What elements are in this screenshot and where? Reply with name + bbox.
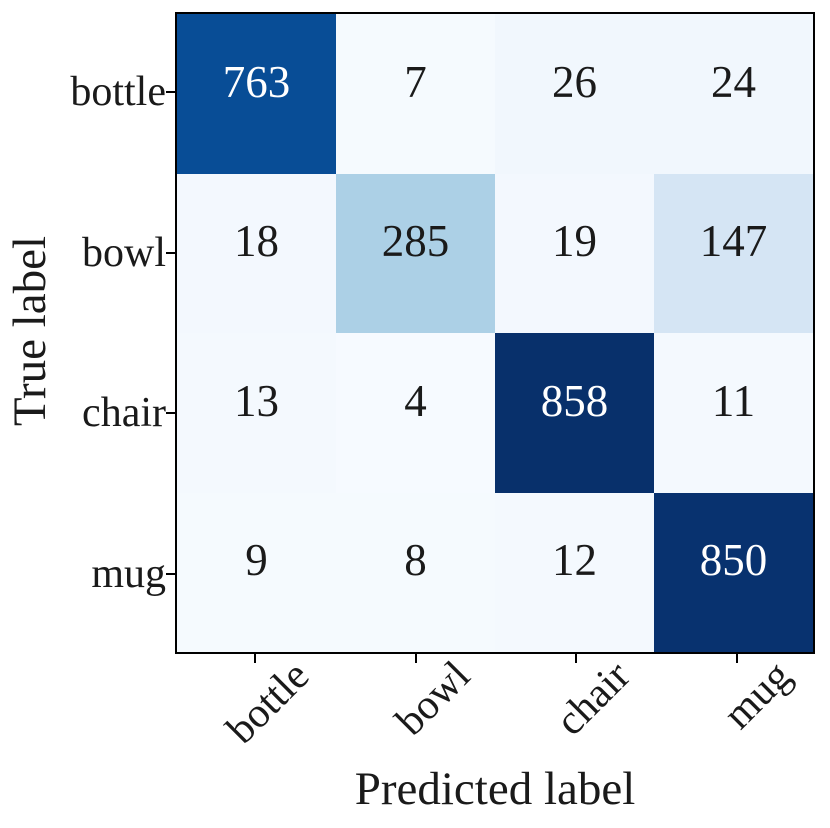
heatmap-cell: 24 <box>654 14 813 174</box>
cell-value: 858 <box>540 375 609 426</box>
y-tick-label: bottle <box>70 69 166 116</box>
heatmap-cell: 13 <box>177 333 336 493</box>
cell-value: 11 <box>711 375 756 426</box>
cell-value: 13 <box>234 375 279 426</box>
y-tick-label: mug <box>91 550 166 597</box>
cell-value: 147 <box>699 216 768 267</box>
cell-value: 26 <box>552 56 597 107</box>
heatmap-cell: 147 <box>654 173 813 333</box>
cell-value: 19 <box>552 216 597 267</box>
heatmap-grid: 763 7 26 24 18 285 19 147 13 4 858 11 9 8 12 850 <box>175 12 815 654</box>
heatmap-cell: 19 <box>495 173 654 333</box>
x-tick-mark <box>735 654 738 663</box>
x-axis-title: Predicted label <box>354 763 636 815</box>
cell-value: 285 <box>381 216 450 267</box>
x-tick-mark <box>575 654 578 663</box>
x-tick-label: bottle <box>218 652 319 753</box>
y-tick-mark <box>166 572 175 575</box>
heatmap-cell: 9 <box>177 492 336 652</box>
cell-value: 850 <box>699 535 768 586</box>
heatmap-cell: 285 <box>336 173 495 333</box>
cell-value: 8 <box>404 535 427 586</box>
heatmap-cell: 18 <box>177 173 336 333</box>
y-tick-mark <box>166 91 175 94</box>
cell-value: 12 <box>552 535 597 586</box>
heatmap-cell: 26 <box>495 14 654 174</box>
y-tick-mark <box>166 412 175 415</box>
heatmap-cell: 763 <box>177 14 336 174</box>
y-axis-title: True label <box>4 235 56 427</box>
cell-value: 7 <box>404 56 427 107</box>
cell-value: 18 <box>234 216 279 267</box>
y-tick-mark <box>166 251 175 254</box>
heatmap-cell: 850 <box>654 492 813 652</box>
heatmap-cell: 858 <box>495 333 654 493</box>
cell-value: 4 <box>404 375 427 426</box>
heatmap-cell: 4 <box>336 333 495 493</box>
heatmap-cell: 7 <box>336 14 495 174</box>
y-tick-label: chair <box>82 390 166 437</box>
heatmap-cell: 8 <box>336 492 495 652</box>
cell-value: 763 <box>222 56 291 107</box>
heatmap-cell: 12 <box>495 492 654 652</box>
x-tick-mark <box>414 654 417 663</box>
y-tick-label: bowl <box>82 229 166 276</box>
cell-value: 9 <box>245 535 268 586</box>
heatmap-cell: 11 <box>654 333 813 493</box>
x-tick-mark <box>254 654 257 663</box>
cell-value: 24 <box>711 56 756 107</box>
